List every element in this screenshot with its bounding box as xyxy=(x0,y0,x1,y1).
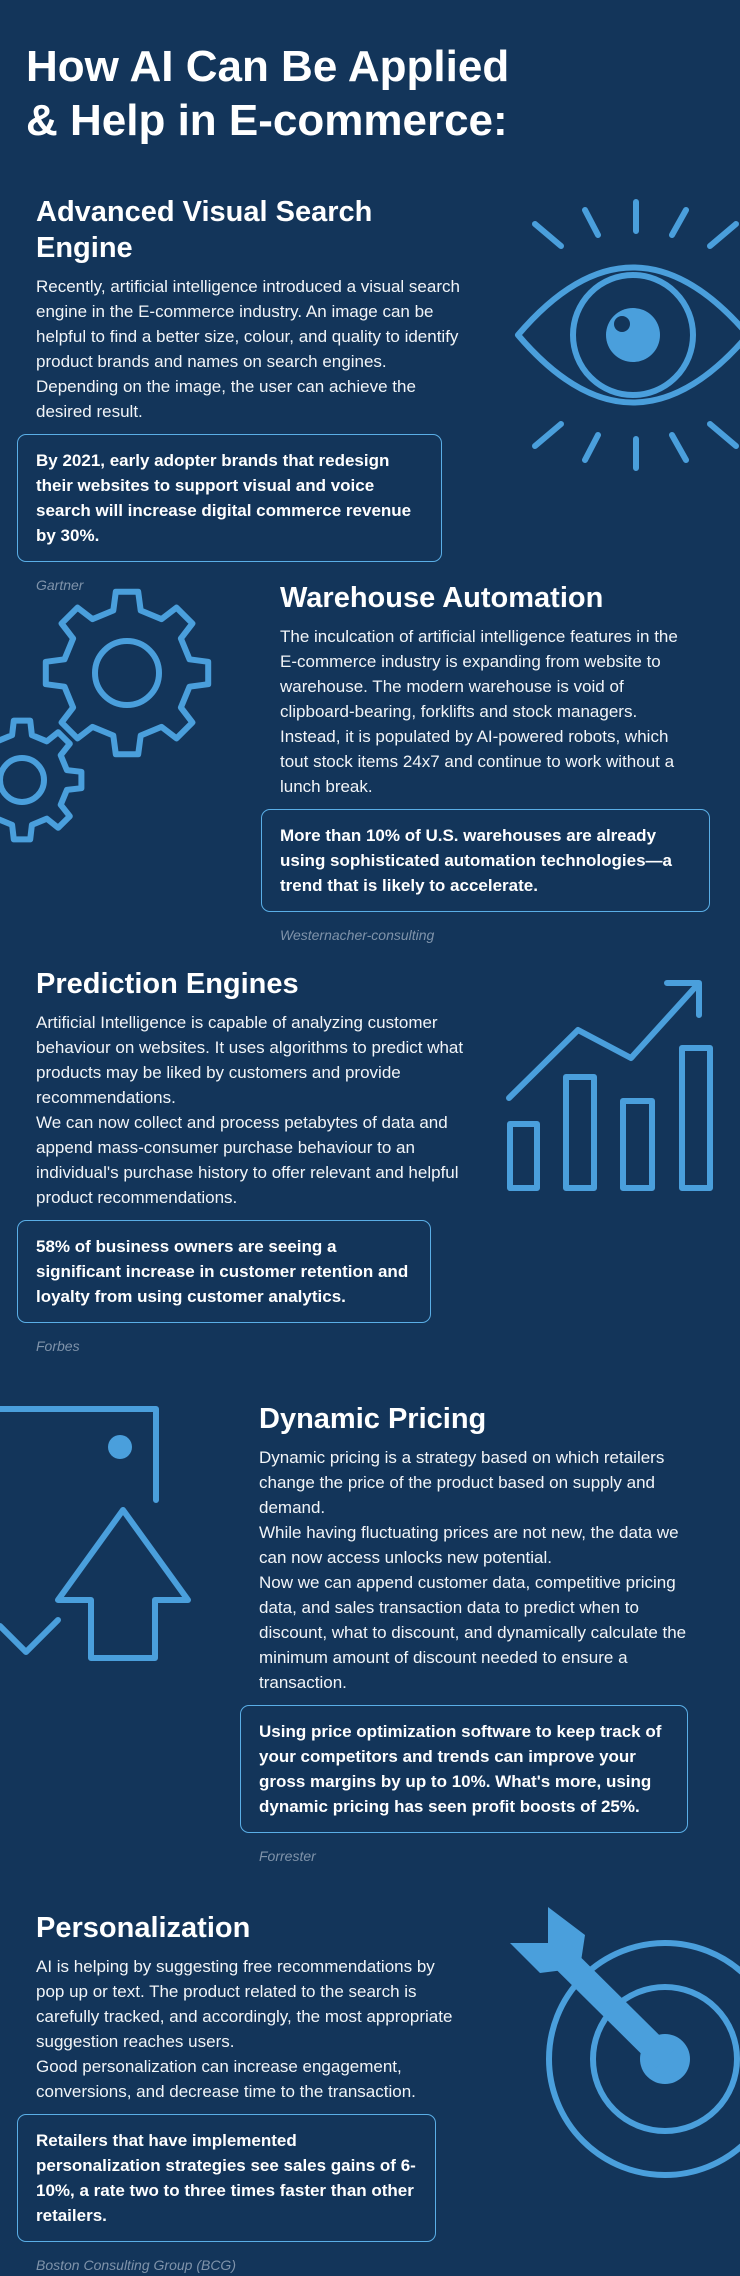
stat-box: 58% of business owners are seeing a sign… xyxy=(17,1220,431,1323)
source: Westernacher-consulting xyxy=(280,927,435,943)
title: How AI Can Be Applied & Help in E-commer… xyxy=(26,40,509,148)
gear-icon xyxy=(0,588,212,843)
source: Forbes xyxy=(36,1338,80,1354)
section-heading: Warehouse Automation xyxy=(280,582,604,614)
body-text: Recently, artificial intelligence introd… xyxy=(36,277,460,421)
section: Personalization AI is helping by suggesti… xyxy=(17,1910,466,2274)
section-heading: Dynamic Pricing xyxy=(259,1403,487,1435)
body-text: Dynamic pricing is a strategy based on w… xyxy=(259,1448,665,1517)
source: Boston Consulting Group (BCG) xyxy=(36,2257,236,2273)
body-text: Now we can append customer data, competi… xyxy=(259,1573,687,1692)
target-icon xyxy=(510,1907,740,2178)
section: Warehouse Automation The inculcation of a… xyxy=(261,580,710,944)
source: Gartner xyxy=(36,577,84,593)
body-text: We can now collect and process petabytes… xyxy=(36,1113,459,1207)
title-line: How AI Can Be Applied xyxy=(26,42,510,91)
body-text: While having fluctuating prices are not … xyxy=(259,1523,679,1567)
title-line: & Help in E-commerce: xyxy=(26,96,508,145)
stat-box: More than 10% of U.S. warehouses are alr… xyxy=(261,809,710,912)
body-text: Artificial Intelligence is capable of an… xyxy=(36,1013,464,1107)
source: Forrester xyxy=(259,1848,316,1864)
body-text: AI is helping by suggesting free recomme… xyxy=(36,1957,453,2051)
section-heading: Personalization xyxy=(36,1912,251,1944)
stat-box: By 2021, early adopter brands that redes… xyxy=(17,434,442,562)
price-tag-icon xyxy=(0,1406,191,1661)
section-heading: Advanced Visual Search Engine xyxy=(36,196,373,264)
body-text: The inculcation of artificial intelligen… xyxy=(280,627,678,796)
stat-box: Retailers that have implemented personal… xyxy=(17,2114,436,2242)
stat-box: Using price optimization software to kee… xyxy=(240,1705,688,1833)
chart-icon xyxy=(506,980,713,1191)
section: Dynamic Pricing Dynamic pricing is a stra… xyxy=(240,1401,699,1865)
section: Advanced Visual Search Engine Recently, a… xyxy=(17,194,466,594)
eye-icon xyxy=(515,199,740,471)
section-heading: Prediction Engines xyxy=(36,968,299,1000)
section: Prediction Engines Artificial Intelligenc… xyxy=(17,966,466,1355)
body-text: Good personalization can increase engage… xyxy=(36,2057,416,2101)
